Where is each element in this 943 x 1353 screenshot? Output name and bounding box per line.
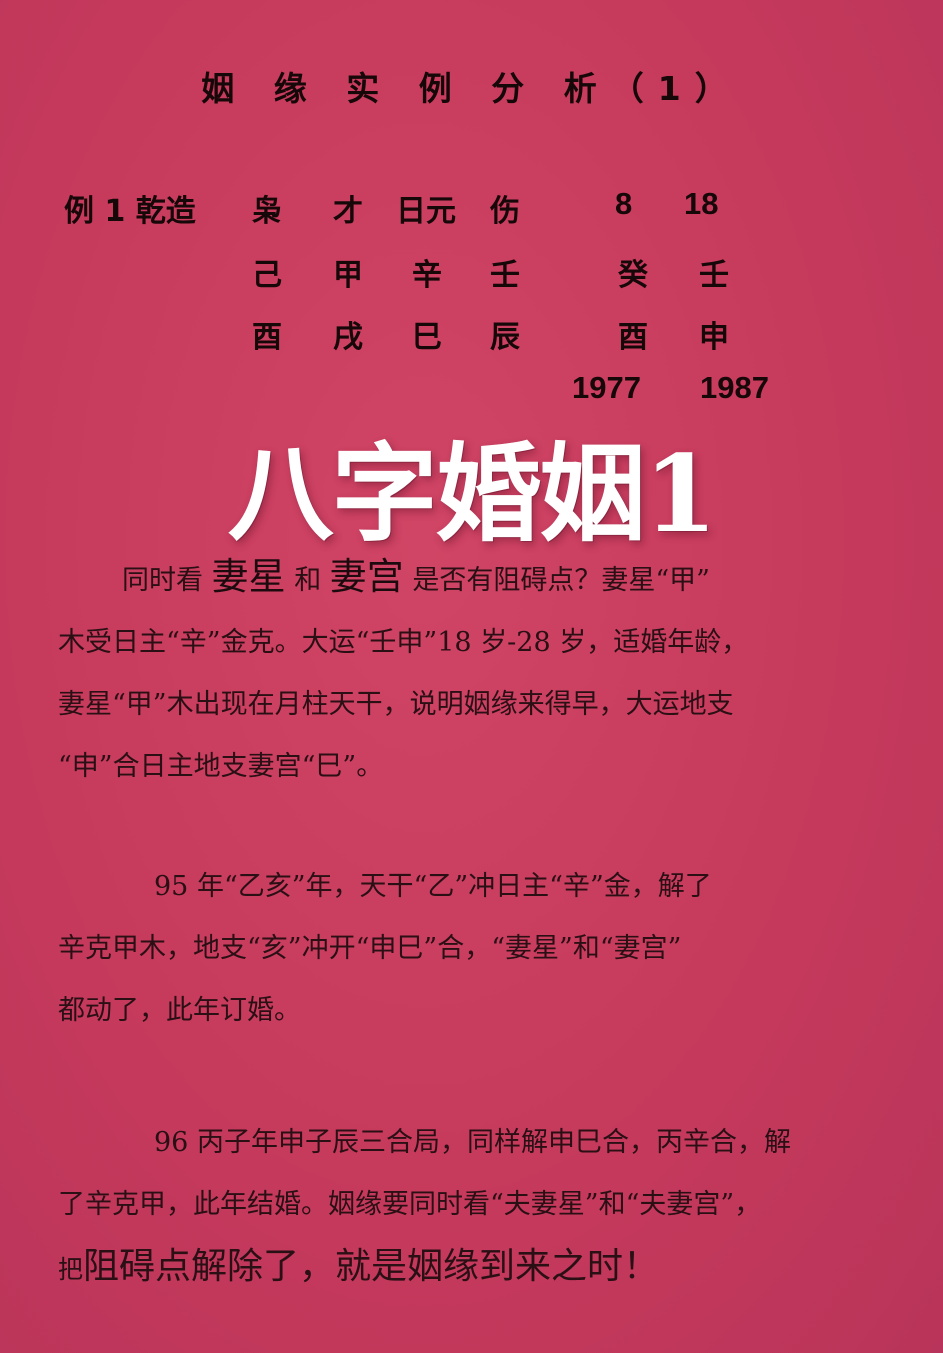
chart-cell: 伤 [490, 194, 520, 229]
paragraph-line: “申”合日主地支妻宫“巳”。 [58, 751, 384, 782]
paragraph-line: 了辛克甲，此年结婚。姻缘要同时看“夫妻星”和“夫妻宫”， [58, 1189, 762, 1220]
chart-cell: 癸 [618, 258, 648, 293]
year-label: 1987 [700, 370, 769, 405]
text-span: 把 [58, 1255, 84, 1284]
text-span: 和 [294, 565, 322, 596]
text-span: 同时看 [122, 565, 203, 596]
chart-cell: 甲 [333, 258, 363, 293]
paragraph-1: 同时看 妻星 和 妻宫 是否有阻碍点？妻星“甲” 木受日主“辛”金克。大运“壬申… [58, 546, 908, 798]
chart-cell: 18 [684, 186, 719, 221]
paragraph-line: 同时看 妻星 和 妻宫 是否有阻碍点？妻星“甲” [58, 546, 908, 612]
chart-cell: 日元 [396, 194, 456, 229]
chart-cell: 才 [333, 194, 363, 229]
text-span: 是否有阻碍点？妻星“甲” [412, 565, 710, 596]
chart-cell: 巳 [412, 320, 442, 355]
chart-cell: 酉 [618, 320, 648, 355]
chart-cell: 酉 [252, 320, 282, 355]
overlay-title: 八字婚姻1 [227, 431, 718, 556]
paragraph-line: 都动了，此年订婚。 [58, 995, 301, 1026]
chart-cell: 壬 [699, 258, 729, 293]
closing-line: 把阻碍点解除了，就是姻缘到来之时！ [58, 1236, 908, 1301]
chart-cell: 辛 [412, 258, 442, 293]
paragraph-line: 妻星“甲”木出现在月柱天干，说明姻缘来得早，大运地支 [58, 689, 734, 720]
chart-cell: 壬 [490, 258, 520, 293]
keyword-wife-star: 妻星 [211, 555, 286, 598]
paragraph-line: 95 年“乙亥”年，天干“乙”冲日主“辛”金，解了 [154, 871, 712, 902]
year-label: 1977 [572, 370, 641, 405]
chart-cell: 申 [699, 320, 729, 355]
chart-cell: 己 [252, 258, 282, 293]
chart-cell: 8 [615, 186, 633, 221]
chart-cell: 枭 [252, 194, 282, 229]
page-title: 姻 缘 实 例 分 析（1） [201, 69, 742, 108]
example-label: 例 1 乾造 [64, 194, 196, 229]
paragraph-2: 95 年“乙亥”年，天干“乙”冲日主“辛”金，解了 辛克甲木，地支“亥”冲开“申… [58, 856, 908, 1042]
text-span: 阻碍点解除了，就是姻缘到来之时！ [83, 1246, 660, 1287]
paragraph-line: 辛克甲木，地支“亥”冲开“申巳”合，“妻星”和“妻宫” [58, 933, 682, 964]
paragraph-3: 96 丙子年申子辰三合局，同样解申巳合，丙辛合，解 了辛克甲，此年结婚。姻缘要同… [58, 1112, 908, 1301]
chart-cell: 戌 [333, 320, 363, 355]
paragraph-line: 96 丙子年申子辰三合局，同样解申巳合，丙辛合，解 [154, 1127, 791, 1158]
paragraph-line: 木受日主“辛”金克。大运“壬申”18 岁-28 岁，适婚年龄， [58, 627, 749, 658]
chart-cell: 辰 [490, 320, 520, 355]
keyword-wife-palace: 妻宫 [329, 555, 404, 598]
